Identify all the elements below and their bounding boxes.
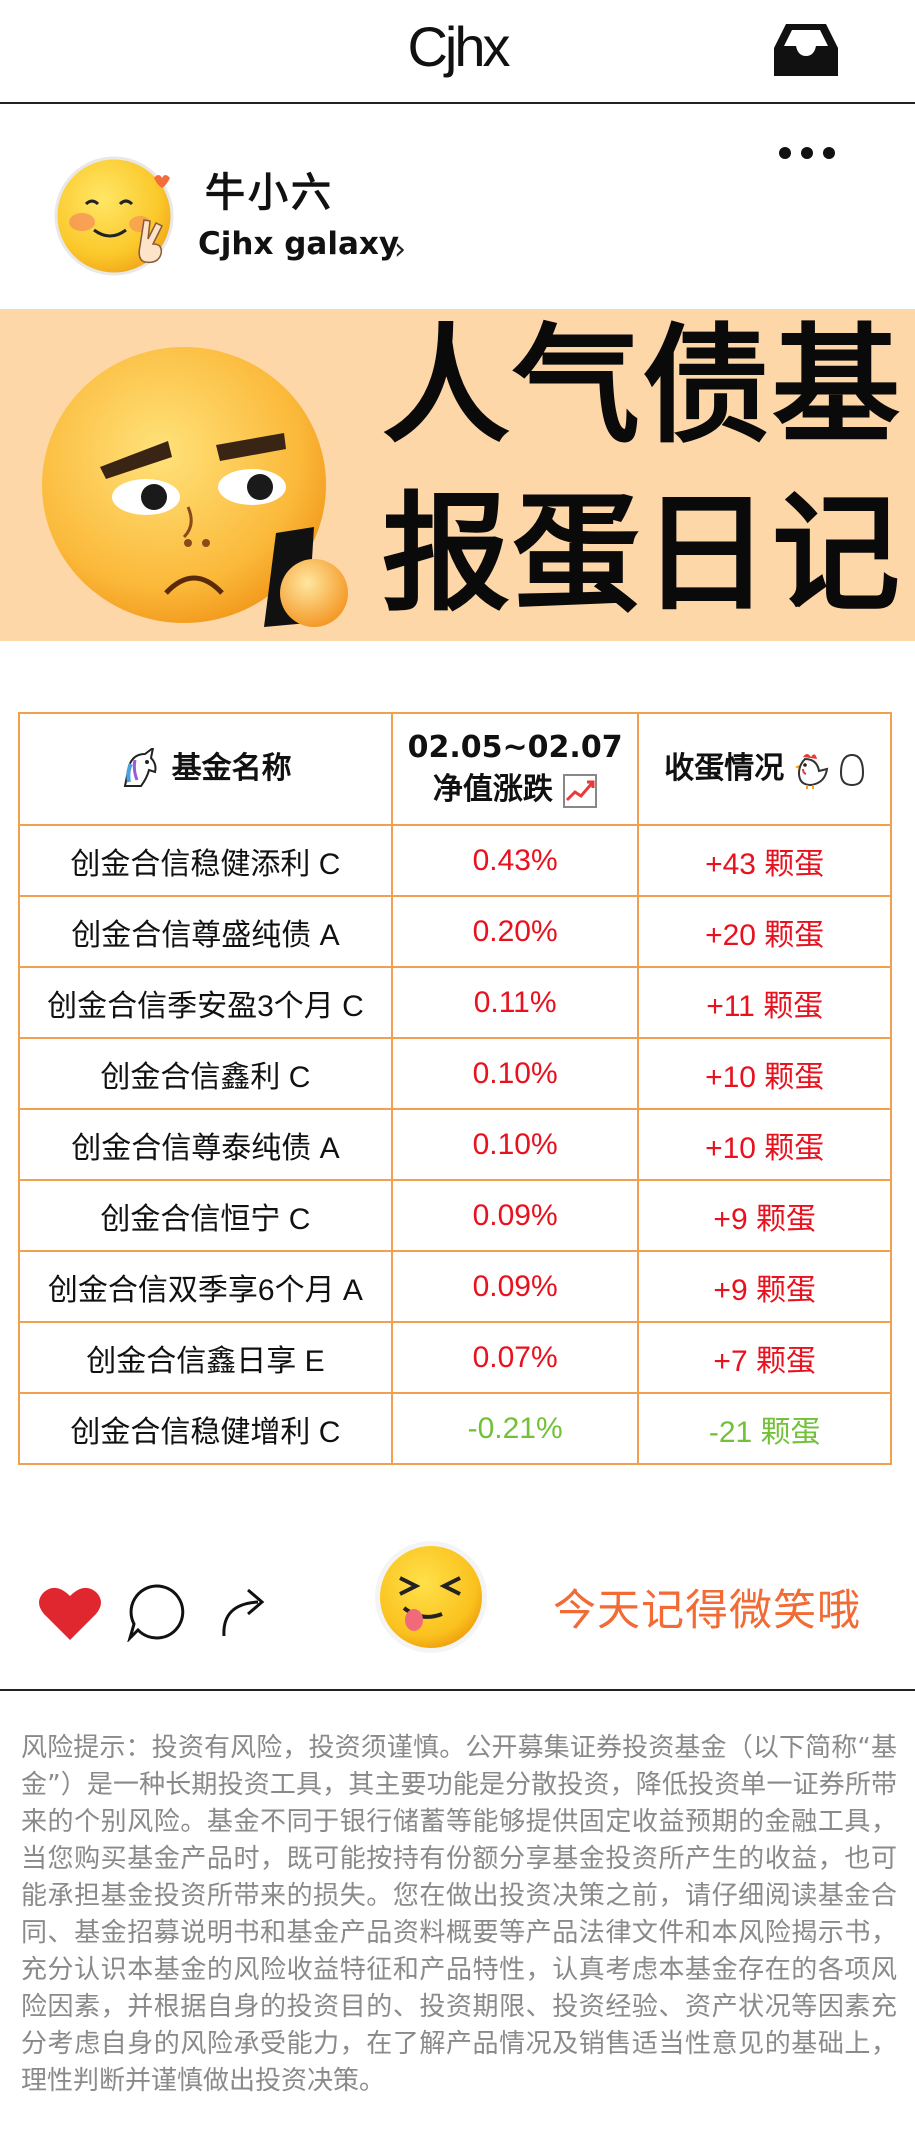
change-cell: 0.20% bbox=[390, 895, 640, 968]
top-bar: Cjhx bbox=[0, 0, 915, 104]
share-icon[interactable] bbox=[218, 1582, 270, 1638]
table-row: 创金合信尊盛纯债 A 0.20% +20 颗蛋 bbox=[18, 895, 892, 968]
banner: 人气债基 报蛋日记 bbox=[0, 309, 915, 641]
chicken-icon bbox=[794, 753, 828, 789]
change-cell: 0.09% bbox=[390, 1250, 640, 1323]
fund-name-cell: 创金合信稳健增利 C bbox=[18, 1392, 393, 1465]
table-header-row: 基金名称 02.05~02.07 净值涨跌 收蛋情况 bbox=[18, 712, 892, 826]
fund-name-cell: 创金合信尊盛纯债 A bbox=[18, 895, 393, 968]
table-row: 创金合信稳健增利 C -0.21% -21 颗蛋 bbox=[18, 1392, 892, 1465]
unicorn-icon bbox=[123, 748, 157, 788]
risk-notice: 风险提示：投资有风险，投资须谨慎。公开募集证券投资基金（以下简称“基金”）是一种… bbox=[21, 1733, 897, 2096]
change-cell: 0.10% bbox=[390, 1037, 640, 1110]
banner-title-line2: 报蛋日记 bbox=[382, 480, 903, 629]
eggs-cell: +11 颗蛋 bbox=[637, 966, 892, 1039]
header-change-label: 净值涨跌 bbox=[432, 772, 553, 807]
fund-name-cell: 创金合信稳健添利 C bbox=[18, 824, 393, 897]
account-subname[interactable]: Cjhx galaxy bbox=[198, 226, 400, 262]
egg-icon bbox=[840, 753, 865, 786]
fund-name-cell: 创金合信尊泰纯债 A bbox=[18, 1108, 393, 1181]
change-cell: -0.21% bbox=[390, 1392, 640, 1465]
eggs-cell: +9 颗蛋 bbox=[637, 1179, 892, 1252]
header-change-sub: 净值涨跌 bbox=[393, 769, 638, 811]
eggs-cell: +9 颗蛋 bbox=[637, 1250, 892, 1323]
change-cell: 0.09% bbox=[390, 1179, 640, 1252]
eggs-cell: +10 颗蛋 bbox=[637, 1037, 892, 1110]
comment-icon[interactable] bbox=[126, 1582, 186, 1642]
section-divider bbox=[0, 1689, 915, 1691]
app-title: Cjhx bbox=[407, 15, 510, 78]
fund-name-cell: 创金合信鑫利 C bbox=[18, 1037, 393, 1110]
inbox-icon[interactable] bbox=[772, 22, 840, 78]
heart-icon[interactable] bbox=[38, 1584, 102, 1642]
fund-table: 基金名称 02.05~02.07 净值涨跌 收蛋情况 bbox=[18, 712, 892, 1465]
avatar[interactable] bbox=[54, 150, 180, 276]
table-row: 创金合信鑫日享 E 0.07% +7 颗蛋 bbox=[18, 1321, 892, 1394]
change-cell: 0.10% bbox=[390, 1108, 640, 1181]
angry-face-emoji bbox=[42, 347, 348, 627]
smile-reminder-text: 今天记得微笑哦 bbox=[553, 1586, 861, 1636]
eggs-cell: +20 颗蛋 bbox=[637, 895, 892, 968]
header-eggs-label: 收蛋情况 bbox=[664, 751, 785, 786]
eggs-cell: -21 颗蛋 bbox=[637, 1392, 892, 1465]
fund-name-cell: 创金合信鑫日享 E bbox=[18, 1321, 393, 1394]
table-row: 创金合信尊泰纯债 A 0.10% +10 颗蛋 bbox=[18, 1108, 892, 1181]
fund-name-cell: 创金合信季安盈3个月 C bbox=[18, 966, 393, 1039]
chevron-right-icon[interactable]: › bbox=[394, 232, 406, 267]
eggs-cell: +7 颗蛋 bbox=[637, 1321, 892, 1394]
table-row: 创金合信鑫利 C 0.10% +10 颗蛋 bbox=[18, 1037, 892, 1110]
fund-name-cell: 创金合信恒宁 C bbox=[18, 1179, 393, 1252]
change-cell: 0.11% bbox=[390, 966, 640, 1039]
header-fund-name: 基金名称 bbox=[18, 712, 393, 826]
wink-tongue-emoji bbox=[375, 1541, 487, 1653]
table-row: 创金合信稳健添利 C 0.43% +43 颗蛋 bbox=[18, 824, 892, 897]
username[interactable]: 牛小六 bbox=[205, 170, 334, 216]
header-fund-name-label: 基金名称 bbox=[171, 750, 292, 786]
header-eggs: 收蛋情况 bbox=[637, 712, 892, 826]
table-row: 创金合信季安盈3个月 C 0.11% +11 颗蛋 bbox=[18, 966, 892, 1039]
eggs-cell: +43 颗蛋 bbox=[637, 824, 892, 897]
fund-name-cell: 创金合信双季享6个月 A bbox=[18, 1250, 393, 1323]
change-cell: 0.07% bbox=[390, 1321, 640, 1394]
header-change-dates: 02.05~02.07 bbox=[407, 730, 623, 765]
header-change: 02.05~02.07 净值涨跌 bbox=[390, 712, 640, 826]
table-row: 创金合信双季享6个月 A 0.09% +9 颗蛋 bbox=[18, 1250, 892, 1323]
eggs-cell: +10 颗蛋 bbox=[637, 1108, 892, 1181]
change-cell: 0.43% bbox=[390, 824, 640, 897]
chart-increasing-icon bbox=[563, 773, 598, 808]
table-row: 创金合信恒宁 C 0.09% +9 颗蛋 bbox=[18, 1179, 892, 1252]
banner-title-line1: 人气债基 bbox=[382, 312, 903, 461]
more-dots-icon[interactable] bbox=[775, 142, 839, 164]
